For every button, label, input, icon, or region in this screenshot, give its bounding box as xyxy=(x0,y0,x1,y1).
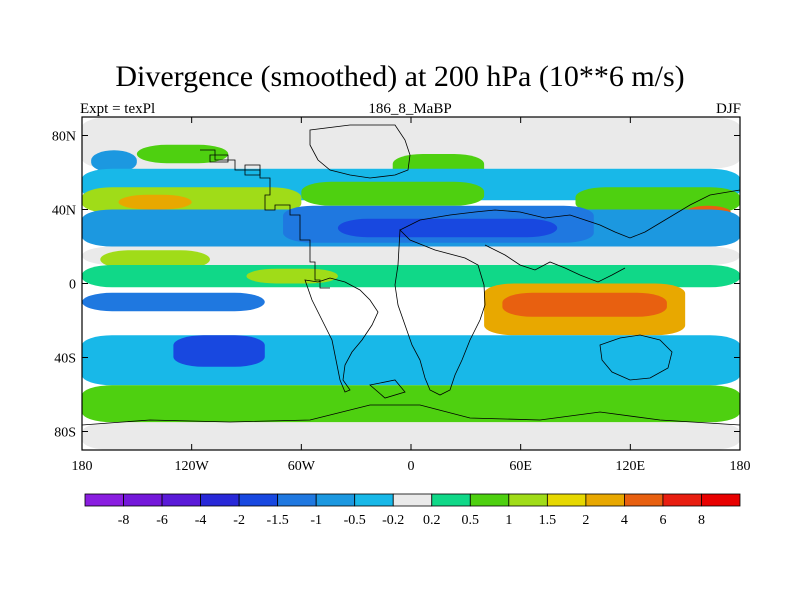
colorbar-label: -1.5 xyxy=(267,513,289,528)
colorbar-swatch xyxy=(354,493,394,507)
x-tick-label: 120W xyxy=(175,459,210,474)
coastline-layer xyxy=(82,124,740,426)
colorbar-swatch xyxy=(469,493,510,507)
y-tick-label: 40S xyxy=(54,352,76,367)
x-tick-label: 60E xyxy=(509,459,532,474)
colorbar: -8 -6 -4 -2 -1.5 -1 -0.5 -0.2 0.2 0.5 1 1.5 2 4 6 8 xyxy=(84,493,741,528)
colorbar-label: -2 xyxy=(233,513,245,528)
contour-region-12 xyxy=(337,218,558,238)
y-tick-label: 80S xyxy=(54,426,76,441)
colorbar-swatch xyxy=(277,493,317,507)
contour-region-21 xyxy=(173,335,265,367)
colorbar-label: -8 xyxy=(118,513,130,528)
x-tick-label: 120E xyxy=(616,459,646,474)
coastline-antarctica xyxy=(82,404,740,426)
contour-region-2 xyxy=(136,144,229,164)
contour-region-16 xyxy=(246,268,338,284)
y-tick-label: 0 xyxy=(69,278,76,293)
x-tick-label: 180 xyxy=(730,459,751,474)
colorbar-label: 6 xyxy=(659,513,666,528)
experiment-label: Expt = texPl xyxy=(80,101,156,117)
coastline-australia xyxy=(599,334,673,381)
colorbar-label: -6 xyxy=(156,513,168,528)
colorbar-label: 0.5 xyxy=(462,513,480,528)
coastline-arabia-india xyxy=(484,244,626,283)
colorbar-label: -0.2 xyxy=(382,513,404,528)
colorbar-swatch xyxy=(161,493,201,507)
x-tick-label: 60W xyxy=(288,459,316,474)
x-axis: 180 120W 60W 0 60E 120E 180 xyxy=(72,117,751,474)
x-tick-label: 180 xyxy=(72,459,93,474)
colorbar-label: -4 xyxy=(195,513,207,528)
coastline-north-america xyxy=(200,149,330,289)
contour-region-17 xyxy=(82,292,265,312)
contour-region-19 xyxy=(502,292,667,317)
colorbar-label: 0.2 xyxy=(423,513,441,528)
contour-region-6 xyxy=(118,194,192,210)
contour-region-14 xyxy=(100,250,210,269)
colorbar-label: 8 xyxy=(698,513,705,528)
colorbar-swatch xyxy=(315,493,356,507)
colorbar-swatch xyxy=(200,493,240,507)
colorbar-label: -1 xyxy=(310,513,322,528)
x-tick-label: 0 xyxy=(408,459,415,474)
colorbar-label: 1.5 xyxy=(539,513,557,528)
contour-region-5 xyxy=(82,187,302,214)
contour-fill-layer xyxy=(82,117,740,450)
colorbar-swatch xyxy=(546,493,587,507)
colorbar-swatch xyxy=(238,493,279,507)
colorbar-swatch xyxy=(701,493,741,507)
y-tick-label: 40N xyxy=(52,204,76,219)
contour-region-22 xyxy=(82,385,740,423)
colorbar-swatch xyxy=(508,493,548,507)
contour-region-23 xyxy=(82,422,740,450)
coastline-africa xyxy=(394,229,486,396)
chart-title: Divergence (smoothed) at 200 hPa (10**6 … xyxy=(115,60,685,93)
contour-region-0 xyxy=(82,117,740,169)
coastline-south-america xyxy=(304,277,379,393)
colorbar-swatch xyxy=(431,493,471,507)
coastline-greenland xyxy=(309,124,411,179)
colorbar-swatch xyxy=(84,493,124,507)
y-axis: 80N 40N 0 40S 80S xyxy=(52,130,740,441)
colorbar-swatch xyxy=(585,493,625,507)
run-label: 186_8_MaBP xyxy=(368,101,452,117)
colorbar-label: 2 xyxy=(582,513,589,528)
contour-region-15 xyxy=(82,265,740,288)
season-label: DJF xyxy=(715,101,741,117)
coastline-islands xyxy=(209,154,406,399)
contour-region-13 xyxy=(82,246,740,265)
coastline-eurasia xyxy=(399,189,740,239)
colorbar-swatch xyxy=(624,493,664,507)
colorbar-label: 4 xyxy=(621,513,628,528)
colorbar-swatch xyxy=(392,493,433,507)
colorbar-swatch xyxy=(123,493,163,507)
colorbar-label: -0.5 xyxy=(344,513,366,528)
contour-region-1 xyxy=(91,150,137,173)
colorbar-label: 1 xyxy=(505,513,512,528)
colorbar-swatch xyxy=(662,493,702,507)
y-tick-label: 80N xyxy=(52,130,76,145)
contour-region-7 xyxy=(301,181,485,206)
